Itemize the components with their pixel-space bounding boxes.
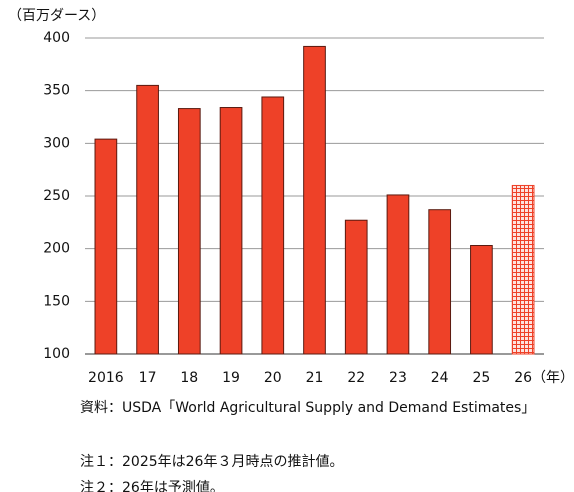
bar	[136, 84, 159, 355]
chart: （百万ダース） （年） 100 150 200 250 300 350 400 2016 17 1…	[8, 8, 574, 386]
x-tick-label: 17	[139, 370, 157, 386]
bar	[303, 45, 326, 355]
bar	[219, 107, 243, 355]
bar	[511, 184, 535, 355]
y-tick-label: 200	[43, 241, 70, 257]
x-tick-label: 23	[389, 370, 407, 386]
bar	[261, 96, 285, 355]
y-unit: （百万ダース）	[8, 8, 105, 24]
x-tick-label: 18	[180, 370, 198, 386]
x-unit: （年）	[532, 370, 574, 386]
x-tick-label: 20	[264, 370, 282, 386]
x-tick-label: 2016	[88, 370, 124, 386]
bar	[94, 138, 118, 355]
note: 注１：2025年は26年３月時点の推計値。	[80, 454, 344, 470]
x-tick-label: 25	[472, 370, 490, 386]
bar	[344, 219, 368, 355]
bar	[177, 108, 201, 355]
bar	[428, 209, 452, 355]
y-tick-label: 350	[43, 83, 70, 99]
bar	[470, 245, 493, 355]
note: 注２：26年は予測値。	[80, 480, 224, 492]
y-tick-label: 250	[43, 188, 70, 204]
x-tick-label: 21	[306, 370, 324, 386]
source-note: 資料：USDA「World Agricultural Supply and De…	[80, 400, 536, 416]
y-tick-label: 150	[43, 293, 70, 309]
x-tick-label: 22	[347, 370, 365, 386]
y-tick-label: 400	[43, 30, 70, 46]
y-tick-label: 300	[43, 135, 70, 151]
y-tick-label: 100	[43, 346, 70, 362]
x-tick-label: 19	[222, 370, 240, 386]
bar	[386, 194, 410, 355]
x-tick-label: 26	[514, 370, 532, 386]
x-tick-label: 24	[431, 370, 449, 386]
